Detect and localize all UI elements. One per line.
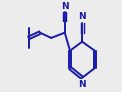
Text: N: N — [78, 80, 86, 89]
Text: N: N — [61, 2, 69, 11]
Text: N: N — [78, 12, 86, 21]
